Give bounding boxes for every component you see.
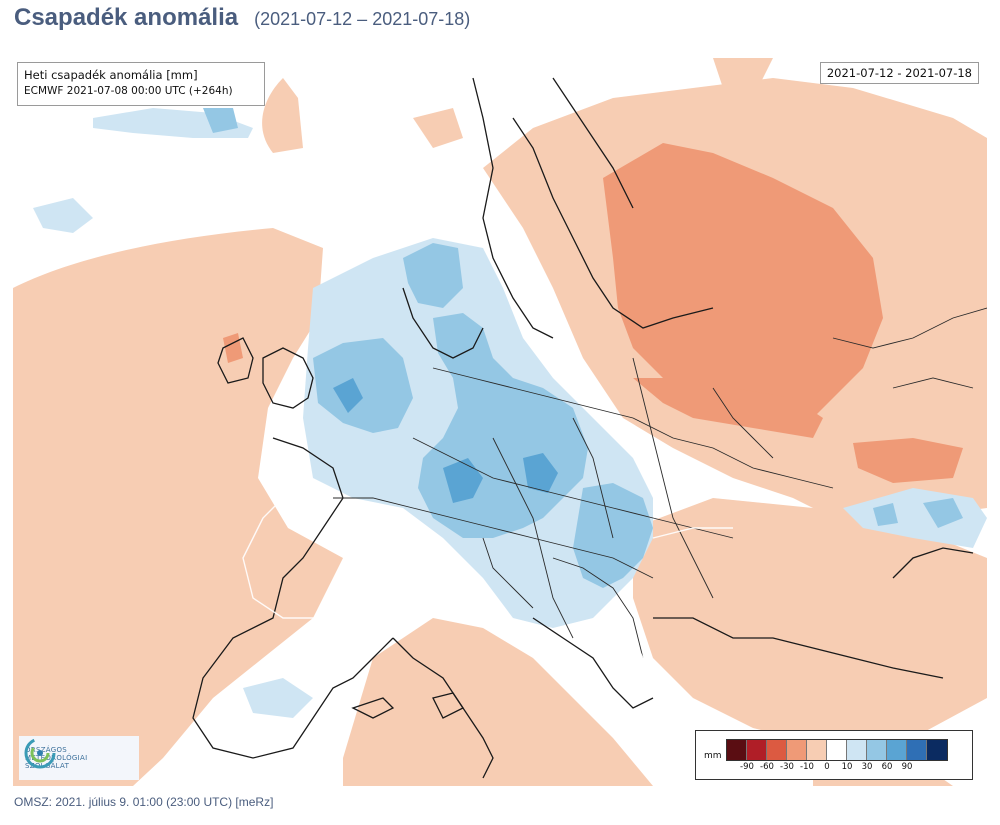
legend-swatch — [747, 740, 767, 760]
legend-tick-label: -30 — [780, 762, 794, 772]
legend-tick-label: 60 — [881, 762, 893, 772]
legend-swatch — [927, 740, 947, 760]
map-canvas — [13, 58, 987, 786]
anomaly-dry-medium — [223, 143, 963, 483]
anomaly-map: Heti csapadék anomália [mm] ECMWF 2021-0… — [13, 58, 987, 786]
legend-swatches — [726, 739, 948, 761]
page-title: Csapadék anomália — [14, 4, 239, 31]
map-info-title: Heti csapadék anomália [mm] — [24, 68, 198, 82]
omsz-logo-icon — [24, 737, 56, 769]
legend-swatch — [847, 740, 867, 760]
page-date-range: (2021-07-12 – 2021-07-18) — [254, 9, 471, 29]
legend-swatch — [907, 740, 927, 760]
legend-tick-label: -90 — [740, 762, 754, 772]
legend-tick-label: 10 — [841, 762, 853, 772]
map-info-model: ECMWF 2021-07-08 00:00 UTC (+264h) — [24, 85, 233, 97]
legend-swatch — [867, 740, 887, 760]
country-borders — [333, 307, 987, 659]
legend-tick-label: -60 — [760, 762, 774, 772]
legend-swatch — [767, 740, 787, 760]
omsz-logo: ORSZÁGOS METEOROLÓGIAI SZOLGÁLAT — [19, 736, 139, 780]
contour-lines — [242, 477, 733, 679]
map-info-box: Heti csapadék anomália [mm] ECMWF 2021-0… — [17, 62, 265, 106]
legend-tick-label: -10 — [800, 762, 814, 772]
color-legend: mm -90 -60 -30 -10 0 10 30 60 90 — [695, 730, 973, 780]
footer-text: OMSZ: 2021. július 9. 01:00 (23:00 UTC) … — [14, 795, 274, 809]
logo-line2: METEOROLÓGIAI — [25, 754, 88, 762]
logo-line1: ORSZÁGOS — [25, 746, 68, 754]
legend-tick-label: 30 — [861, 762, 873, 772]
page-header: Csapadék anomália (2021-07-12 – 2021-07-… — [14, 4, 470, 44]
legend-tick-label: 0 — [824, 762, 830, 772]
legend-swatch — [827, 740, 847, 760]
legend-swatch — [807, 740, 827, 760]
legend-swatch — [727, 740, 747, 760]
legend-unit: mm — [704, 751, 722, 761]
anomaly-wet-strong — [333, 378, 558, 503]
legend-swatch — [887, 740, 907, 760]
legend-swatch — [787, 740, 807, 760]
legend-tick-label: 90 — [901, 762, 913, 772]
map-date-label: 2021-07-12 - 2021-07-18 — [819, 62, 979, 84]
legend-ticks: -90 -60 -30 -10 0 10 30 60 90 — [726, 762, 968, 776]
